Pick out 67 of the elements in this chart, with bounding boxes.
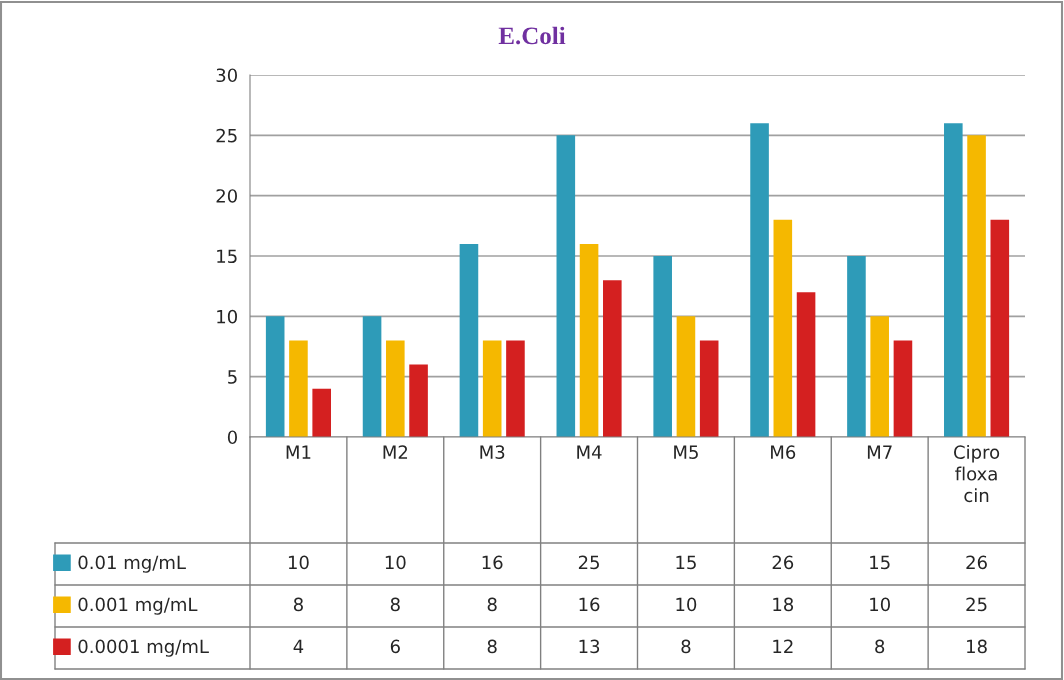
- bar: [653, 256, 672, 437]
- data-label: 25: [578, 555, 599, 570]
- bar: [579, 243, 599, 437]
- bar: [944, 123, 963, 437]
- x-tick-label: M6: [771, 445, 796, 459]
- data-label: 12: [773, 639, 793, 653]
- bar: [893, 340, 913, 437]
- data-label: 8: [487, 597, 497, 612]
- data-label: 26: [966, 555, 987, 570]
- y-tick-label: 15: [217, 249, 237, 264]
- data-label: 16: [482, 555, 503, 570]
- x-tick-label: M2: [383, 445, 408, 459]
- data-label: 6: [390, 639, 400, 654]
- x-tick-label: M4: [577, 445, 602, 459]
- y-tick-label: 10: [217, 309, 237, 324]
- bar: [773, 219, 793, 437]
- bar: [312, 388, 331, 437]
- data-label: 10: [870, 597, 890, 612]
- y-tick-label: 30: [216, 68, 237, 83]
- y-tick-label: 5: [228, 370, 237, 384]
- data-label: 8: [875, 639, 885, 654]
- bar: [506, 340, 525, 437]
- data-label: 8: [681, 639, 691, 654]
- bar: [750, 123, 769, 437]
- x-tick-label: M5: [674, 445, 698, 459]
- bar: [796, 292, 816, 437]
- bar: [847, 256, 866, 437]
- data-label: 10: [385, 555, 406, 570]
- data-label: 8: [487, 639, 497, 654]
- x-tick-label: Cipro floxa cin: [954, 445, 1000, 503]
- bar: [459, 243, 479, 437]
- data-label: 18: [967, 639, 987, 654]
- y-tick-label: 20: [216, 189, 237, 203]
- x-tick-label: M3: [480, 445, 505, 459]
- bar: [482, 340, 502, 437]
- bar: [362, 316, 382, 437]
- bar: [967, 135, 986, 437]
- legend-label: 0.001 mg/mL: [78, 597, 198, 615]
- bar: [990, 219, 1010, 437]
- bar: [409, 364, 428, 437]
- bar: [676, 316, 696, 437]
- bar: [289, 340, 308, 437]
- x-tick-label: M1: [286, 445, 311, 459]
- bar: [386, 340, 405, 437]
- bar: [870, 316, 889, 437]
- data-label: 15: [870, 555, 890, 570]
- bar: [699, 340, 719, 437]
- y-tick-label: 0: [227, 430, 237, 445]
- data-label: 10: [288, 555, 309, 570]
- data-label: 18: [773, 597, 794, 612]
- data-label: 26: [772, 555, 794, 570]
- data-label: 15: [676, 555, 696, 570]
- data-label: 25: [966, 597, 987, 612]
- data-label: 16: [579, 597, 600, 612]
- bar: [603, 280, 622, 437]
- data-label: 8: [390, 597, 400, 612]
- legend-label: 0.0001 mg/mL: [78, 639, 209, 657]
- bar: [556, 135, 576, 437]
- legend-label: 0.01 mg/mL: [78, 555, 186, 573]
- data-label: 10: [676, 597, 697, 612]
- x-tick-label: M7: [867, 445, 892, 459]
- y-tick-label: 25: [216, 128, 237, 143]
- data-label: 4: [293, 639, 304, 653]
- data-label: 13: [579, 639, 600, 654]
- bar: [265, 316, 285, 437]
- chart-title: E.Coli: [498, 26, 566, 45]
- data-label: 8: [293, 597, 303, 612]
